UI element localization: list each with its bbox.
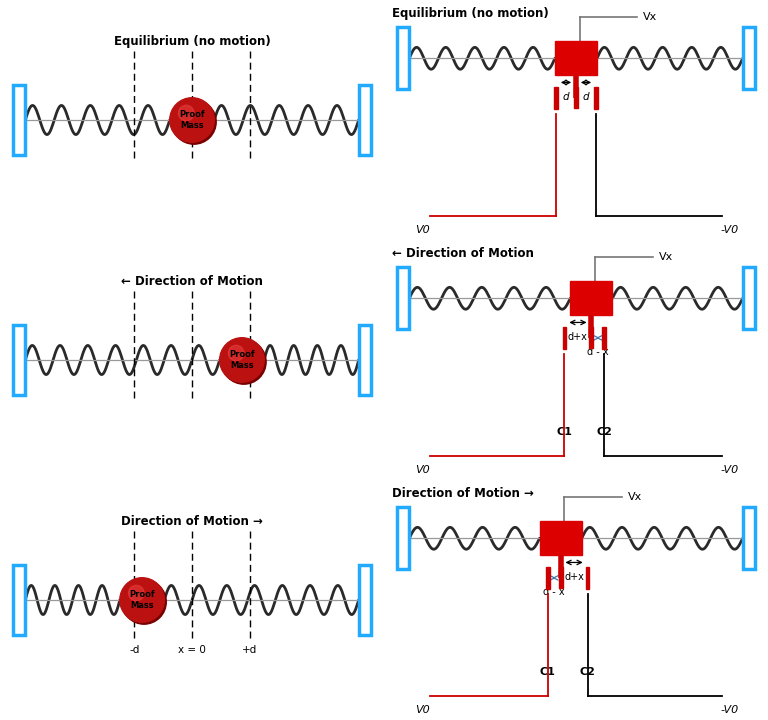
Bar	[539, 521, 582, 555]
Circle shape	[228, 346, 244, 361]
Text: Proof
Mass: Proof Mass	[229, 351, 255, 369]
Text: V0: V0	[415, 464, 430, 474]
Text: Direction of Motion →: Direction of Motion →	[392, 487, 534, 500]
Bar	[359, 565, 371, 634]
Bar	[554, 41, 598, 76]
Circle shape	[120, 577, 164, 622]
Circle shape	[220, 338, 264, 382]
Text: ← Direction of Motion: ← Direction of Motion	[392, 247, 534, 260]
Bar	[603, 327, 607, 349]
Bar	[13, 86, 25, 155]
Text: d: d	[563, 92, 569, 102]
Bar	[397, 267, 409, 329]
Bar	[590, 328, 594, 348]
Text: d+x: d+x	[564, 572, 584, 582]
Circle shape	[222, 340, 266, 384]
Bar	[554, 86, 558, 109]
Circle shape	[178, 105, 194, 121]
Text: ← Direction of Motion: ← Direction of Motion	[121, 275, 263, 288]
Text: -V0: -V0	[720, 705, 739, 714]
Bar	[570, 281, 613, 315]
Text: V0: V0	[415, 705, 430, 714]
Text: -d: -d	[129, 645, 140, 655]
Bar	[397, 27, 409, 89]
Bar	[359, 325, 371, 395]
Bar	[574, 87, 578, 108]
Bar	[545, 567, 550, 589]
Text: Vx: Vx	[644, 12, 657, 22]
Text: -V0: -V0	[720, 464, 739, 474]
Text: d+x: d+x	[568, 332, 588, 342]
Text: C1: C1	[540, 667, 555, 677]
Text: Direction of Motion →: Direction of Motion →	[121, 515, 263, 528]
Circle shape	[128, 585, 144, 601]
Text: Proof
Mass: Proof Mass	[129, 590, 155, 610]
Text: -V0: -V0	[720, 225, 739, 235]
Text: V0: V0	[415, 225, 430, 235]
Circle shape	[170, 98, 214, 143]
Text: Vx: Vx	[659, 252, 673, 262]
Text: C2: C2	[580, 667, 595, 677]
Text: Proof
Mass: Proof Mass	[179, 110, 205, 130]
Bar	[562, 327, 567, 349]
Text: Equilibrium (no motion): Equilibrium (no motion)	[114, 35, 270, 48]
Circle shape	[122, 580, 167, 624]
Text: d - x: d - x	[543, 588, 565, 598]
Text: +d: +d	[242, 645, 257, 655]
Bar	[743, 508, 755, 569]
Bar	[743, 27, 755, 89]
Circle shape	[172, 99, 217, 144]
Bar	[585, 567, 590, 589]
Text: C2: C2	[597, 427, 612, 437]
Bar	[359, 86, 371, 155]
Text: Equilibrium (no motion): Equilibrium (no motion)	[392, 7, 548, 20]
Text: d - x: d - x	[587, 348, 609, 358]
Text: Vx: Vx	[628, 492, 642, 502]
Bar	[13, 325, 25, 395]
Bar	[594, 86, 598, 109]
Text: C1: C1	[557, 427, 572, 437]
Bar	[559, 567, 562, 588]
Bar	[397, 508, 409, 569]
Text: d: d	[583, 92, 589, 102]
Bar	[743, 267, 755, 329]
Bar	[13, 565, 25, 634]
Text: x = 0: x = 0	[178, 645, 206, 655]
